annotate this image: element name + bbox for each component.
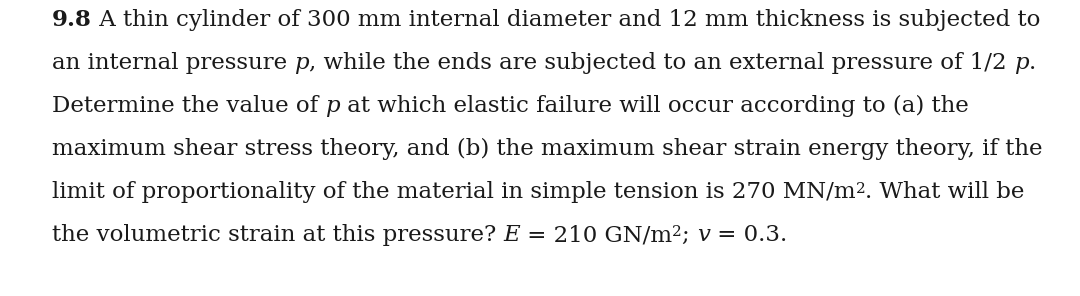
Text: Determine the value of: Determine the value of bbox=[52, 95, 325, 117]
Text: ;: ; bbox=[683, 224, 697, 246]
Text: p: p bbox=[325, 95, 340, 117]
Text: , while the ends are subjected to an external pressure of 1/2: , while the ends are subjected to an ext… bbox=[309, 52, 1014, 74]
Text: .: . bbox=[1028, 52, 1036, 74]
Text: 2: 2 bbox=[673, 225, 683, 239]
Text: maximum shear stress theory, and (b) the maximum shear strain energy theory, if : maximum shear stress theory, and (b) the… bbox=[52, 138, 1042, 160]
Text: E: E bbox=[503, 224, 521, 246]
Text: 2: 2 bbox=[855, 182, 865, 196]
Text: 9.8: 9.8 bbox=[52, 9, 92, 31]
Text: v: v bbox=[697, 224, 710, 246]
Text: p: p bbox=[295, 52, 309, 74]
Text: the volumetric strain at this pressure?: the volumetric strain at this pressure? bbox=[52, 224, 503, 246]
Text: . What will be: . What will be bbox=[865, 181, 1025, 203]
Text: at which elastic failure will occur according to (a) the: at which elastic failure will occur acco… bbox=[340, 95, 969, 117]
Text: A thin cylinder of 300 mm internal diameter and 12 mm thickness is subjected to: A thin cylinder of 300 mm internal diame… bbox=[92, 9, 1040, 31]
Text: an internal pressure: an internal pressure bbox=[52, 52, 295, 74]
Text: = 0.3.: = 0.3. bbox=[710, 224, 787, 246]
Text: = 210 GN/m: = 210 GN/m bbox=[521, 224, 673, 246]
Text: p: p bbox=[1014, 52, 1028, 74]
Text: limit of proportionality of the material in simple tension is 270 MN/m: limit of proportionality of the material… bbox=[52, 181, 855, 203]
